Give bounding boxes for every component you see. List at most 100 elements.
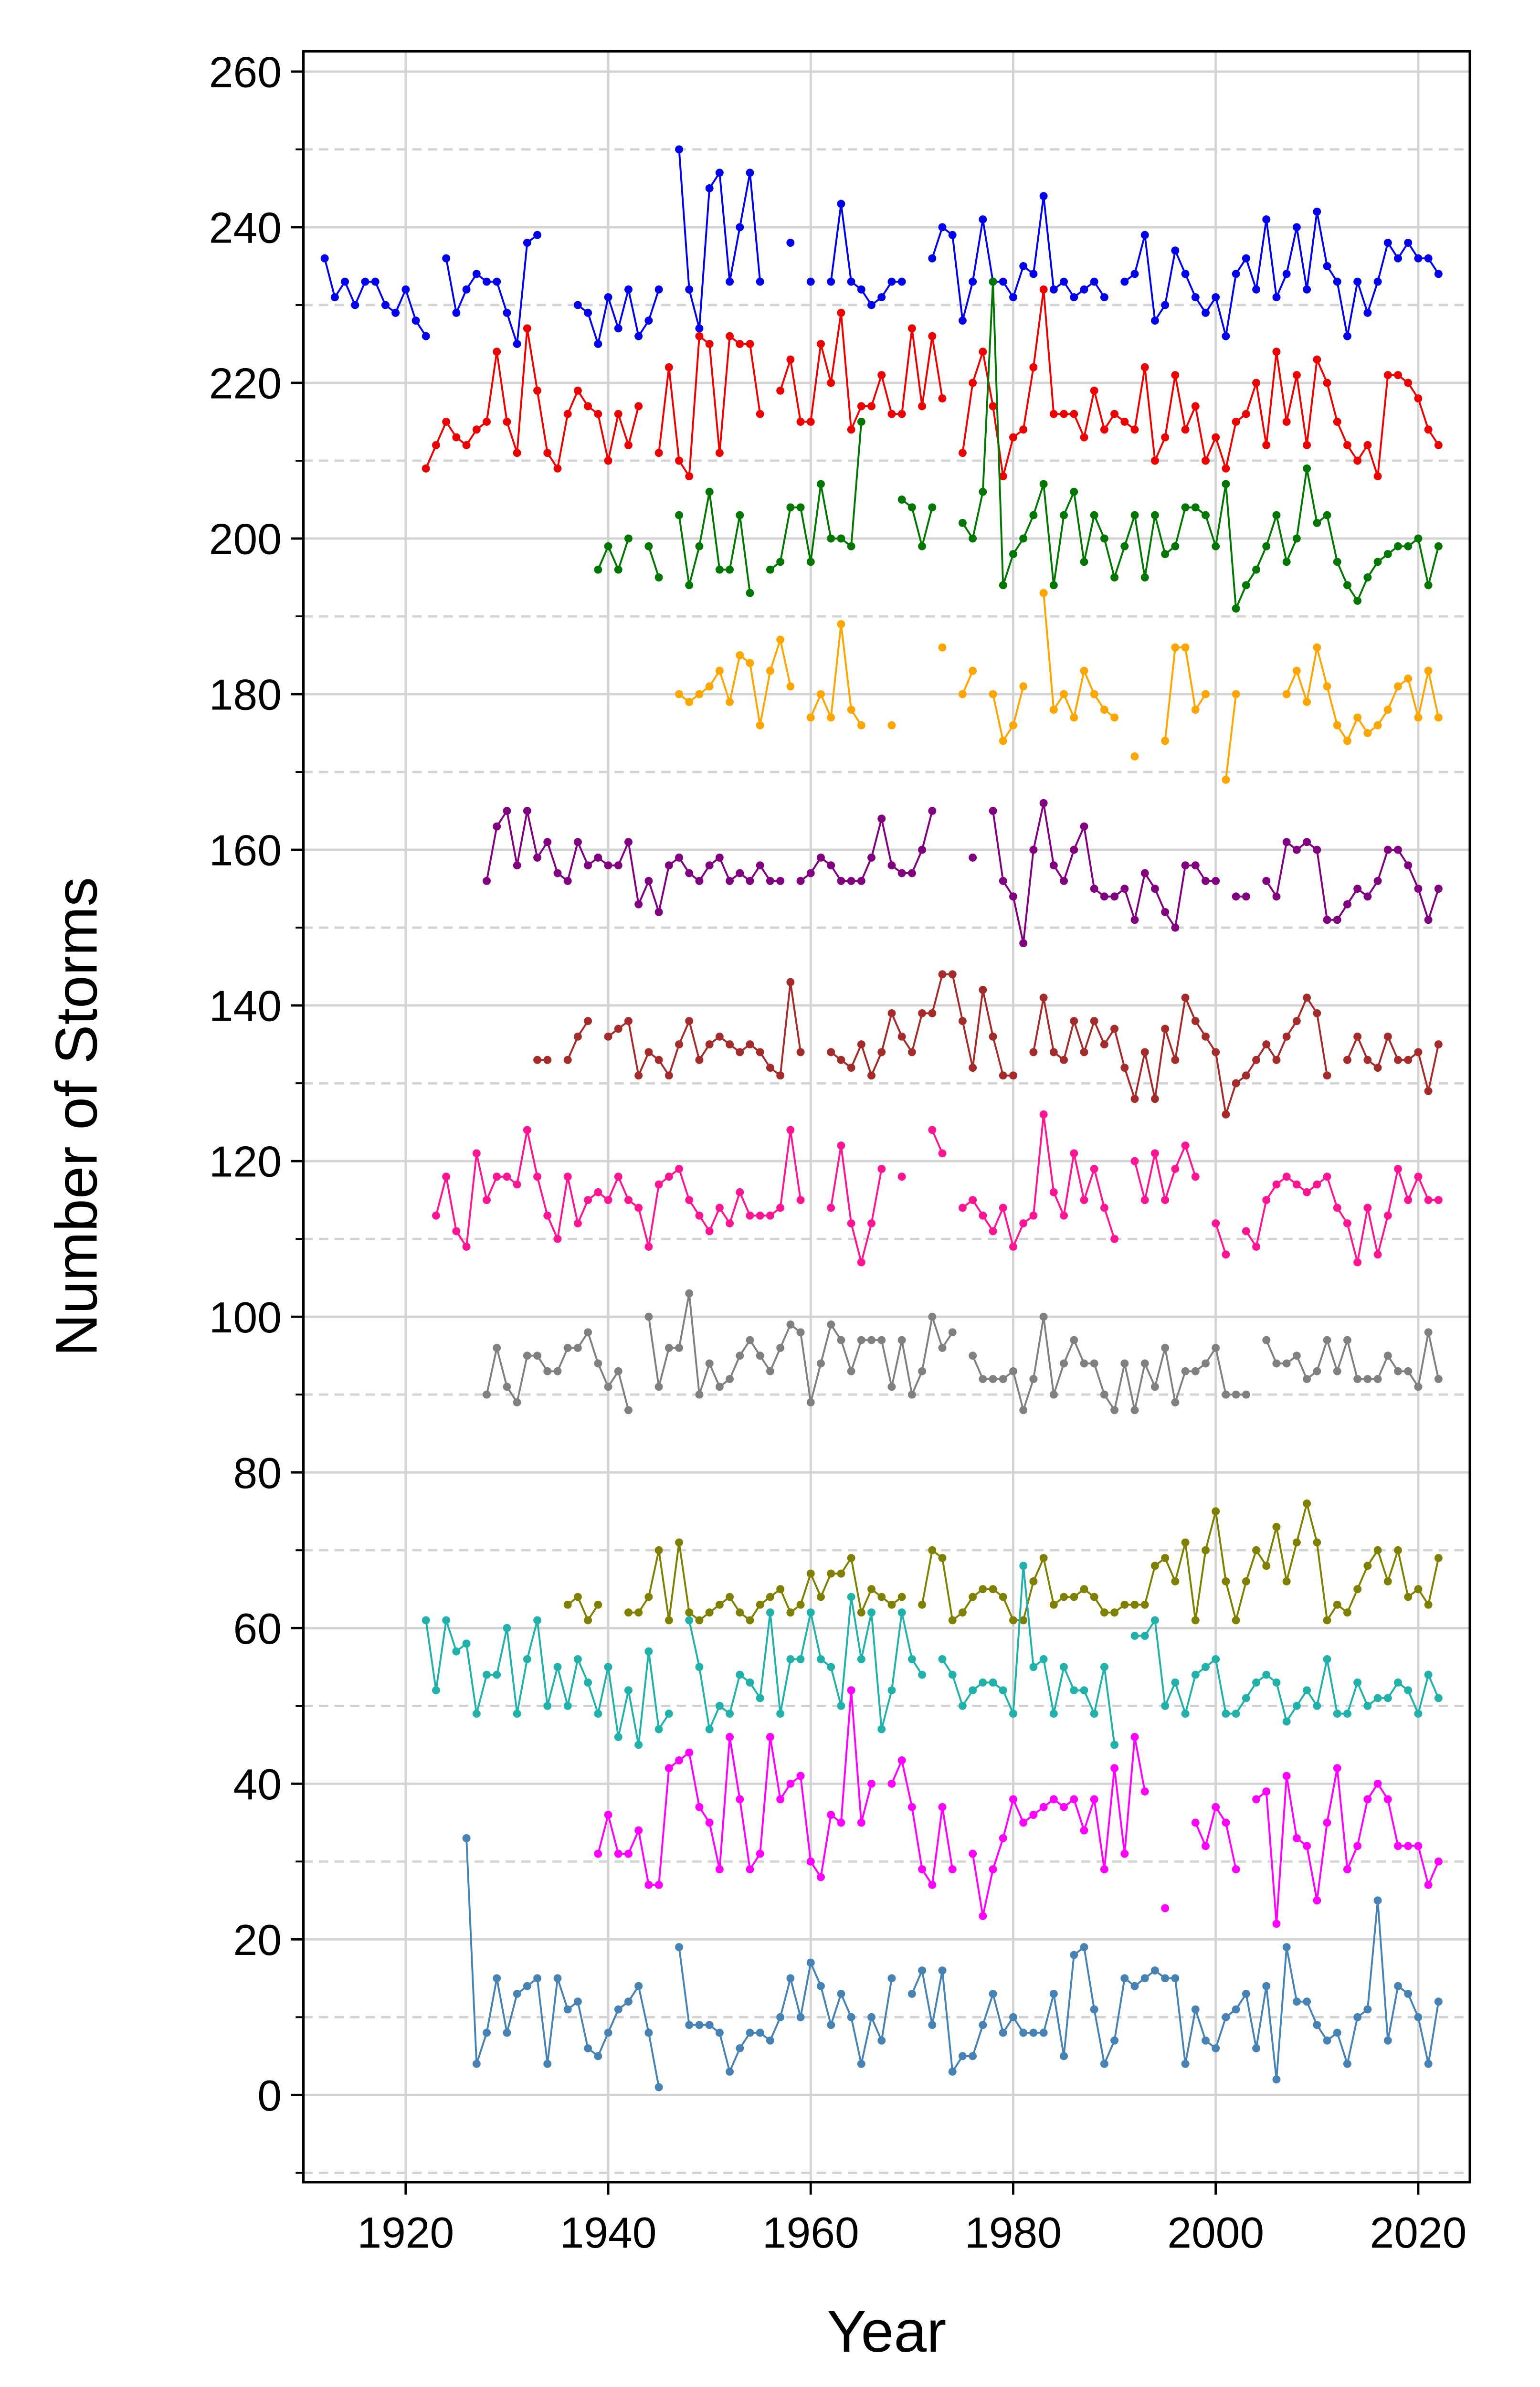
point bbox=[837, 1056, 845, 1064]
point bbox=[847, 706, 855, 714]
x-tick-label: 1920 bbox=[357, 2208, 454, 2257]
point bbox=[1212, 1219, 1220, 1228]
point bbox=[1130, 270, 1139, 278]
point bbox=[695, 690, 704, 698]
point bbox=[1394, 845, 1402, 854]
point bbox=[1434, 713, 1443, 722]
point bbox=[1202, 1663, 1210, 1671]
point bbox=[837, 200, 845, 208]
point bbox=[462, 441, 471, 449]
point bbox=[1414, 1585, 1423, 1594]
point bbox=[817, 1982, 825, 1990]
point bbox=[918, 1600, 927, 1609]
point bbox=[1070, 1149, 1078, 1158]
point bbox=[1100, 534, 1108, 543]
point bbox=[877, 1725, 886, 1733]
y-tick-label: 160 bbox=[209, 826, 282, 875]
point bbox=[401, 285, 410, 294]
point bbox=[1434, 542, 1443, 550]
point bbox=[1232, 1710, 1240, 1718]
point bbox=[887, 1686, 896, 1695]
point bbox=[493, 348, 501, 356]
point bbox=[563, 877, 572, 885]
point bbox=[766, 1733, 774, 1741]
point bbox=[1110, 573, 1119, 581]
point bbox=[1272, 1920, 1281, 1928]
point bbox=[604, 542, 612, 550]
point bbox=[1404, 674, 1413, 683]
point bbox=[979, 215, 987, 224]
point bbox=[938, 1149, 947, 1158]
point bbox=[1383, 1211, 1392, 1220]
point bbox=[776, 386, 785, 395]
point bbox=[1292, 1017, 1301, 1025]
point bbox=[796, 1600, 805, 1609]
point bbox=[1323, 1616, 1331, 1625]
point bbox=[1292, 1834, 1301, 1842]
point bbox=[563, 2005, 572, 2014]
point bbox=[1303, 1842, 1311, 1850]
point bbox=[1070, 410, 1078, 418]
point bbox=[857, 1818, 865, 1827]
point bbox=[665, 1764, 673, 1773]
point bbox=[1029, 270, 1038, 278]
point bbox=[1282, 1172, 1291, 1181]
y-tick-label: 80 bbox=[233, 1449, 282, 1498]
point bbox=[887, 1009, 896, 1017]
point bbox=[685, 869, 694, 877]
y-tick-label: 20 bbox=[233, 1916, 282, 1965]
point bbox=[1060, 1803, 1068, 1811]
point bbox=[594, 1188, 602, 1196]
point bbox=[1232, 418, 1240, 426]
point bbox=[948, 1670, 957, 1679]
point bbox=[1323, 1818, 1331, 1827]
point bbox=[1373, 277, 1382, 286]
point bbox=[999, 2028, 1007, 2037]
point bbox=[644, 1647, 653, 1656]
point bbox=[644, 2028, 653, 2037]
point bbox=[1080, 1943, 1088, 1952]
point bbox=[907, 1048, 916, 1056]
point bbox=[907, 1390, 916, 1399]
point bbox=[442, 1616, 451, 1625]
point bbox=[746, 589, 754, 597]
point bbox=[1272, 348, 1281, 356]
point bbox=[918, 1966, 927, 1975]
point bbox=[918, 542, 927, 550]
point bbox=[1019, 1219, 1028, 1228]
point bbox=[1110, 1406, 1119, 1415]
point bbox=[928, 2021, 937, 2029]
point bbox=[523, 1352, 531, 1360]
point bbox=[1171, 246, 1180, 255]
point bbox=[483, 277, 491, 286]
point bbox=[827, 2021, 835, 2029]
point bbox=[553, 464, 562, 473]
point bbox=[756, 277, 764, 286]
point bbox=[979, 487, 987, 496]
point bbox=[1262, 1336, 1271, 1344]
point bbox=[1161, 1974, 1170, 1983]
point bbox=[756, 1352, 764, 1360]
point bbox=[1383, 1577, 1392, 1585]
point bbox=[1383, 1795, 1392, 1804]
point bbox=[1130, 916, 1139, 924]
point bbox=[1292, 1997, 1301, 2006]
point bbox=[1363, 441, 1372, 449]
point bbox=[695, 324, 704, 333]
point bbox=[786, 239, 795, 247]
point bbox=[1313, 845, 1321, 854]
point bbox=[1333, 2028, 1341, 2037]
point bbox=[1019, 2028, 1028, 2037]
point bbox=[1181, 270, 1190, 278]
point bbox=[1049, 1048, 1058, 1056]
point bbox=[999, 1071, 1007, 1080]
point bbox=[979, 986, 987, 994]
point bbox=[907, 503, 916, 512]
point bbox=[675, 456, 683, 465]
point bbox=[1161, 301, 1170, 309]
point bbox=[1303, 697, 1311, 706]
point bbox=[1019, 425, 1028, 434]
point bbox=[938, 223, 947, 232]
point bbox=[1009, 1071, 1017, 1080]
point bbox=[847, 277, 855, 286]
